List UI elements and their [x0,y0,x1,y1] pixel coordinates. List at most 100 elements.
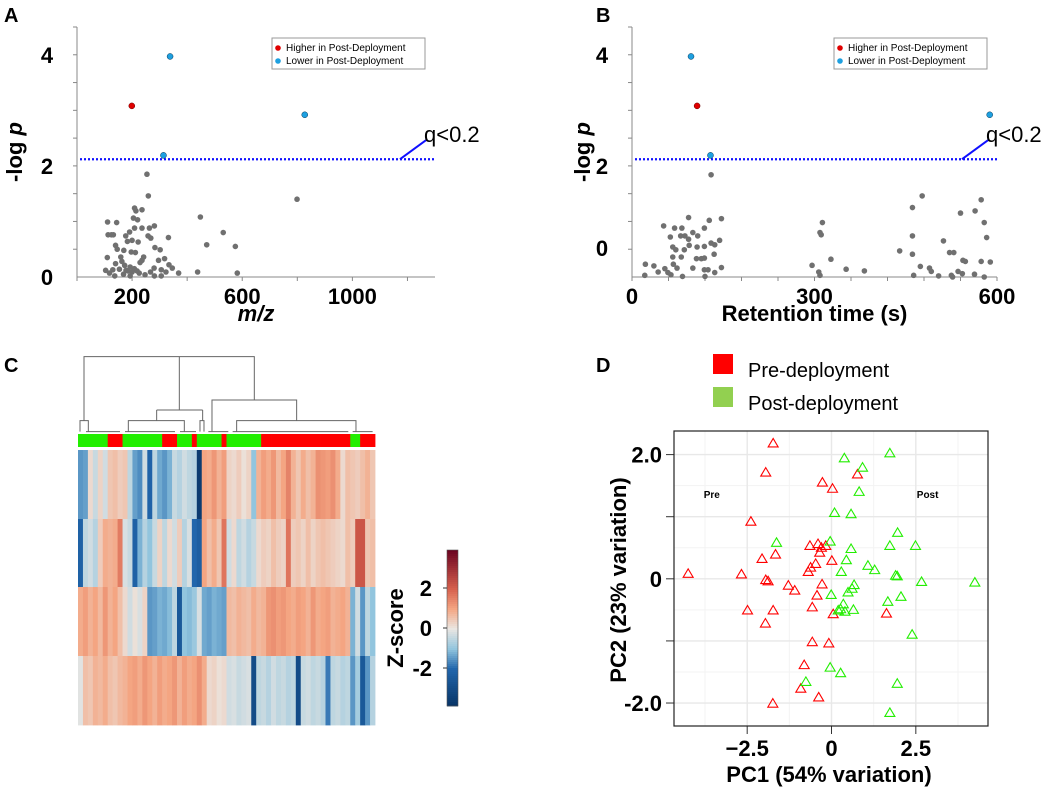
data-point [104,219,111,225]
sample-group-cell [132,434,138,447]
sample-group-cell [300,434,307,447]
sample-group-cell [117,434,123,447]
sample-group-cell [266,434,272,447]
heatmap-cell [127,656,133,726]
pre-point [762,575,775,586]
data-point [121,262,128,269]
data-point [651,263,657,269]
heatmap-cell [365,450,371,520]
heatmap-cell [137,450,143,520]
data-point [197,214,204,220]
heatmap-cell [117,656,123,726]
heatmap-cell [300,450,307,520]
colorbar-segment [447,608,458,611]
heatmap-cell [132,519,138,588]
heatmap-cell [360,450,366,520]
heatmap-cell [132,450,138,520]
data-point [981,219,988,226]
heatmap-cell [340,519,346,588]
y-tick-label: 4 [41,43,54,68]
data-point [959,270,966,277]
sample-group-cell [290,434,297,447]
colorbar-segment [447,620,458,623]
pre-point [759,573,772,585]
data-point [139,225,145,231]
post-point [915,575,928,586]
data-point [701,225,708,231]
heatmap-cell [271,450,277,520]
pre-point [769,548,782,559]
post-point [845,542,858,554]
heatmap-cell [162,587,168,657]
heatmap-cell [157,587,163,657]
pre-point [759,466,772,477]
heatmap-cell [246,519,252,588]
sample-group-cell [330,434,336,447]
data-point [111,273,118,279]
heatmap-cell [122,656,128,726]
data-point [234,270,241,276]
data-point [702,273,708,280]
heatmap-cell [102,450,109,520]
heatmap-cell [330,587,336,657]
data-point [828,256,834,263]
data-point [128,249,135,255]
data-point [940,238,947,244]
pre-point [735,568,748,579]
data-point [987,259,994,265]
data-point [861,268,868,274]
legend-pre-marker [713,354,733,374]
data-point [679,273,686,280]
x-tick-label: 0 [626,284,638,309]
heatmap-cell [310,656,316,726]
heatmap-cell [330,656,336,726]
post-point [909,539,922,550]
x-axis-label: PC1 (54% variation) [726,762,931,787]
data-point [151,223,158,229]
heatmap-cell [350,450,356,520]
heatmap-cell [201,656,208,726]
colorbar-segment [447,582,458,585]
heatmap-cell [271,587,277,657]
colorbar-segment [447,634,458,637]
pre-point [816,578,829,589]
heatmap-cell [221,587,227,657]
heatmap-cell [206,587,213,657]
heatmap-cell [177,450,183,520]
colorbar-segment [447,576,458,579]
colorbar-segment [447,610,458,613]
heatmap-cell [221,450,227,520]
data-point [161,255,168,262]
heatmap-cell [355,519,361,588]
heatmap-cell [147,656,153,726]
heatmap-cell [251,519,257,588]
heatmap-cell [167,656,173,726]
heatmap-cell [285,656,292,726]
heatmap-cell [167,450,173,520]
heatmap-cell [335,656,341,726]
heatmap-cell [211,587,217,657]
heatmap-cell [325,656,331,726]
data-point [682,233,688,239]
heatmap-cell [82,656,89,726]
post-point [883,539,896,550]
heatmap-cell [186,450,193,520]
data-point [152,244,158,251]
heatmap-cell [117,519,123,588]
data-point [708,171,714,178]
data-point [671,225,678,231]
heatmap-cell [236,656,242,726]
y-tick-label: -2.0 [624,691,662,716]
heatmap-cell [241,450,247,520]
data-point [110,231,117,238]
plot-frame [673,430,989,727]
sample-group-cell [370,434,376,447]
heatmap-cell [162,519,168,588]
colorbar-segment [447,614,458,617]
colorbar-segment [447,594,458,597]
heatmap-cell [370,587,376,657]
heatmap-cell [231,519,237,588]
pre-point [767,437,780,448]
threshold-label: q<0.2 [424,122,480,147]
heatmap-cell [162,450,168,520]
